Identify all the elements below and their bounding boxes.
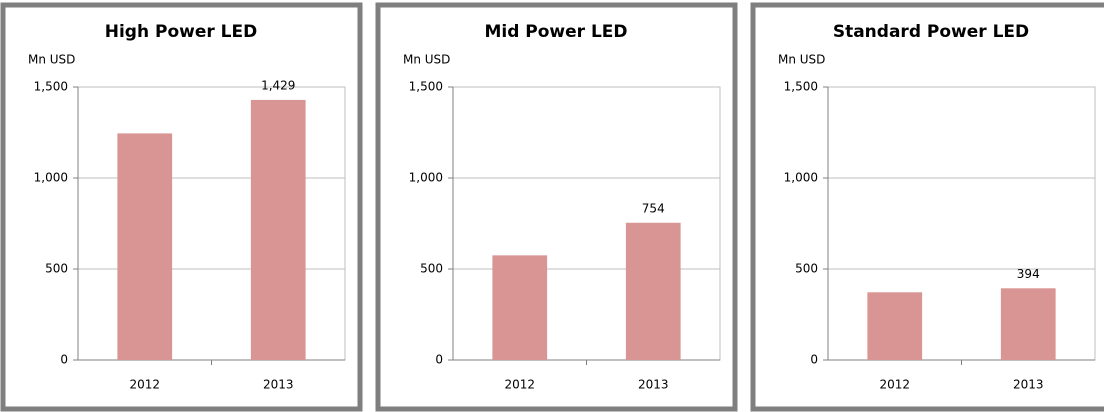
y-axis-label: Mn USD bbox=[778, 53, 825, 67]
chart-panel: Standard Power LED Mn USD 0 500 1,000 1,500 20… bbox=[750, 2, 1104, 412]
y-axis-label: Mn USD bbox=[28, 53, 75, 67]
x-tick-label: 2013 bbox=[1013, 378, 1044, 392]
x-tick-label: 2013 bbox=[263, 378, 294, 392]
x-tick-label: 2012 bbox=[879, 378, 910, 392]
y-tick-label: 1,000 bbox=[784, 171, 818, 185]
y-tick-label: 0 bbox=[435, 353, 443, 367]
bar bbox=[250, 99, 306, 360]
x-tick-label: 2012 bbox=[504, 378, 535, 392]
chart-panel: High Power LED Mn USD 0 500 1,000 1,500 2012 20… bbox=[0, 2, 363, 412]
y-tick-label: 1,000 bbox=[409, 171, 443, 185]
y-tick-label: 1,000 bbox=[34, 171, 68, 185]
y-axis-label: Mn USD bbox=[403, 53, 450, 67]
bar bbox=[117, 133, 173, 360]
value-label: 394 bbox=[1017, 267, 1040, 281]
y-tick-label: 500 bbox=[420, 262, 443, 276]
chart-panel: Mid Power LED Mn USD 0 500 1,000 1,500 2012 201… bbox=[375, 2, 738, 412]
value-label: 754 bbox=[642, 201, 665, 215]
y-tick-label: 1,500 bbox=[784, 80, 818, 94]
y-tick-label: 1,500 bbox=[409, 80, 443, 94]
chart-title: Standard Power LED bbox=[833, 22, 1029, 42]
y-tick-label: 0 bbox=[810, 353, 818, 367]
y-tick-label: 0 bbox=[60, 353, 68, 367]
bar bbox=[625, 222, 681, 360]
chart-title: High Power LED bbox=[105, 22, 257, 42]
y-tick-label: 500 bbox=[45, 262, 68, 276]
value-label: 1,429 bbox=[261, 78, 295, 92]
y-tick-label: 500 bbox=[795, 262, 818, 276]
chart-title: Mid Power LED bbox=[484, 22, 627, 42]
bar bbox=[1000, 288, 1056, 360]
bar bbox=[867, 292, 923, 360]
x-tick-label: 2012 bbox=[129, 378, 160, 392]
bar bbox=[492, 255, 548, 360]
y-tick-label: 1,500 bbox=[34, 80, 68, 94]
x-tick-label: 2013 bbox=[638, 378, 669, 392]
